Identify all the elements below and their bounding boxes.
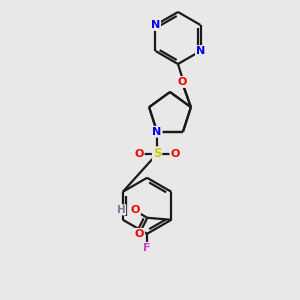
Text: O: O bbox=[134, 149, 144, 159]
Text: O: O bbox=[170, 149, 180, 159]
Text: F: F bbox=[143, 243, 151, 253]
Text: O: O bbox=[135, 229, 144, 239]
Text: N: N bbox=[196, 46, 205, 56]
Text: S: S bbox=[153, 147, 161, 160]
Text: H: H bbox=[117, 205, 126, 215]
Text: O: O bbox=[130, 205, 140, 215]
Text: N: N bbox=[152, 127, 162, 137]
Text: N: N bbox=[151, 20, 160, 30]
Text: O: O bbox=[177, 77, 187, 87]
